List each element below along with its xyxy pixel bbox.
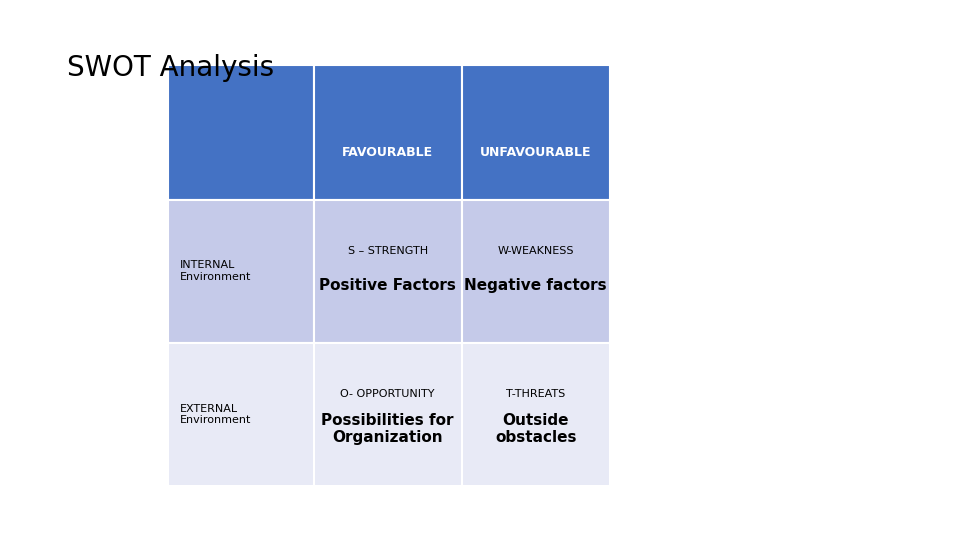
Text: S – STRENGTH: S – STRENGTH: [348, 246, 428, 256]
Text: W-WEAKNESS: W-WEAKNESS: [497, 246, 574, 256]
Text: EXTERNAL
Environment: EXTERNAL Environment: [180, 403, 251, 425]
Text: UNFAVOURABLE: UNFAVOURABLE: [480, 146, 591, 159]
Text: FAVOURABLE: FAVOURABLE: [342, 146, 433, 159]
Text: Possibilities for
Organization: Possibilities for Organization: [322, 413, 454, 445]
Text: T-THREATS: T-THREATS: [506, 389, 565, 400]
Text: SWOT Analysis: SWOT Analysis: [67, 54, 275, 82]
Text: INTERNAL
Environment: INTERNAL Environment: [180, 260, 251, 282]
Text: Positive Factors: Positive Factors: [320, 278, 456, 293]
Text: O- OPPORTUNITY: O- OPPORTUNITY: [341, 389, 435, 400]
Text: Negative factors: Negative factors: [465, 278, 607, 293]
Text: Outside
obstacles: Outside obstacles: [495, 413, 576, 445]
